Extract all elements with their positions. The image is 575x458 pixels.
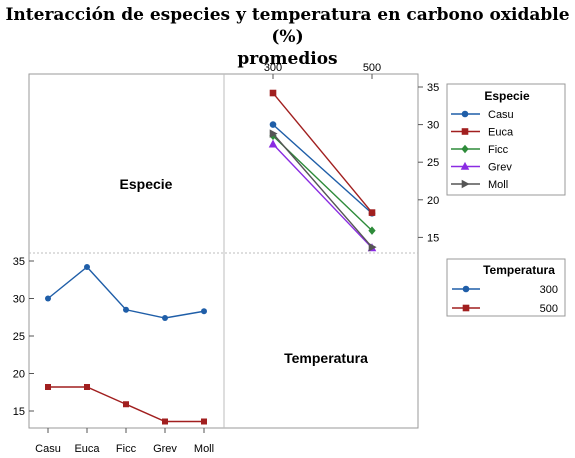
legend-label-grev: Grev [488,162,512,174]
point-500-casu [45,384,51,390]
y-tick-label-left-35: 35 [13,256,25,268]
point-300-moll [201,308,207,315]
point-euca-300 [269,89,277,97]
legend-especie-box [446,83,566,196]
point-500-moll [201,418,207,425]
legend-label-ficc: Ficc [488,144,509,156]
legend-marker-300 [462,285,470,293]
x-tick-label-casu: Casu [35,443,61,455]
legend-label-euca: Euca [488,127,514,139]
point-euca-500 [368,209,376,216]
legend-label-300: 300 [540,284,558,296]
legend-marker-ficc [461,144,469,154]
point-300-euca [84,264,90,270]
x-tick-label-500: 500 [363,62,381,74]
series-line-grev [272,143,373,249]
point-500-ficc [123,401,129,408]
point-casu-300 [269,121,277,128]
x-tick-label-moll: Moll [194,443,214,455]
legend-label-moll: Moll [488,179,508,191]
chart-title-line1: Interacción de especies y temperatura en… [5,5,570,47]
diagonal-label-especie: Especie [120,176,173,192]
y-tick-label-right-15: 15 [427,232,439,244]
y-tick-label-left-30: 30 [13,294,25,306]
x-tick-label-ficc: Ficc [116,443,137,455]
legend-temperatura-title: Temperatura [483,263,555,277]
legend-marker-moll [461,179,470,189]
point-grev-300 [268,139,278,148]
y-tick-label-left-20: 20 [13,369,25,381]
x-tick-label-euca: Euca [74,443,100,455]
point-moll-500 [368,242,377,252]
point-ficc-500 [368,226,376,235]
chart-title: Interacción de especies y temperatura en… [0,4,575,70]
x-tick-label-300: 300 [264,62,282,74]
y-tick-label-right-25: 25 [427,157,439,169]
legend-marker-casu [461,110,469,118]
point-300-casu [45,295,51,302]
legend-label-casu: Casu [488,109,514,121]
legend-especie-title: Especie [484,89,530,103]
series-line-moll [272,133,373,248]
diagonal-label-temperatura: Temperatura [284,350,368,366]
chart-title-line2: promedios [237,49,338,69]
y-tick-label-right-20: 20 [427,195,439,207]
y-tick-label-right-30: 30 [427,120,439,132]
y-tick-label-left-25: 25 [13,331,25,343]
point-300-grev [162,315,168,321]
y-tick-label-right-35: 35 [427,82,439,94]
point-500-grev [162,418,168,425]
point-500-euca [84,384,90,390]
series-line-casu [272,124,373,214]
legend-marker-euca [461,128,469,135]
legend-label-500: 500 [540,303,558,315]
point-300-ficc [123,306,129,313]
point-moll-300 [269,129,278,138]
legend-marker-grev [460,161,470,170]
series-line-euca [272,92,373,214]
legend-marker-500 [462,304,470,312]
x-tick-label-grev: Grev [153,443,177,455]
y-tick-label-left-15: 15 [13,406,25,418]
